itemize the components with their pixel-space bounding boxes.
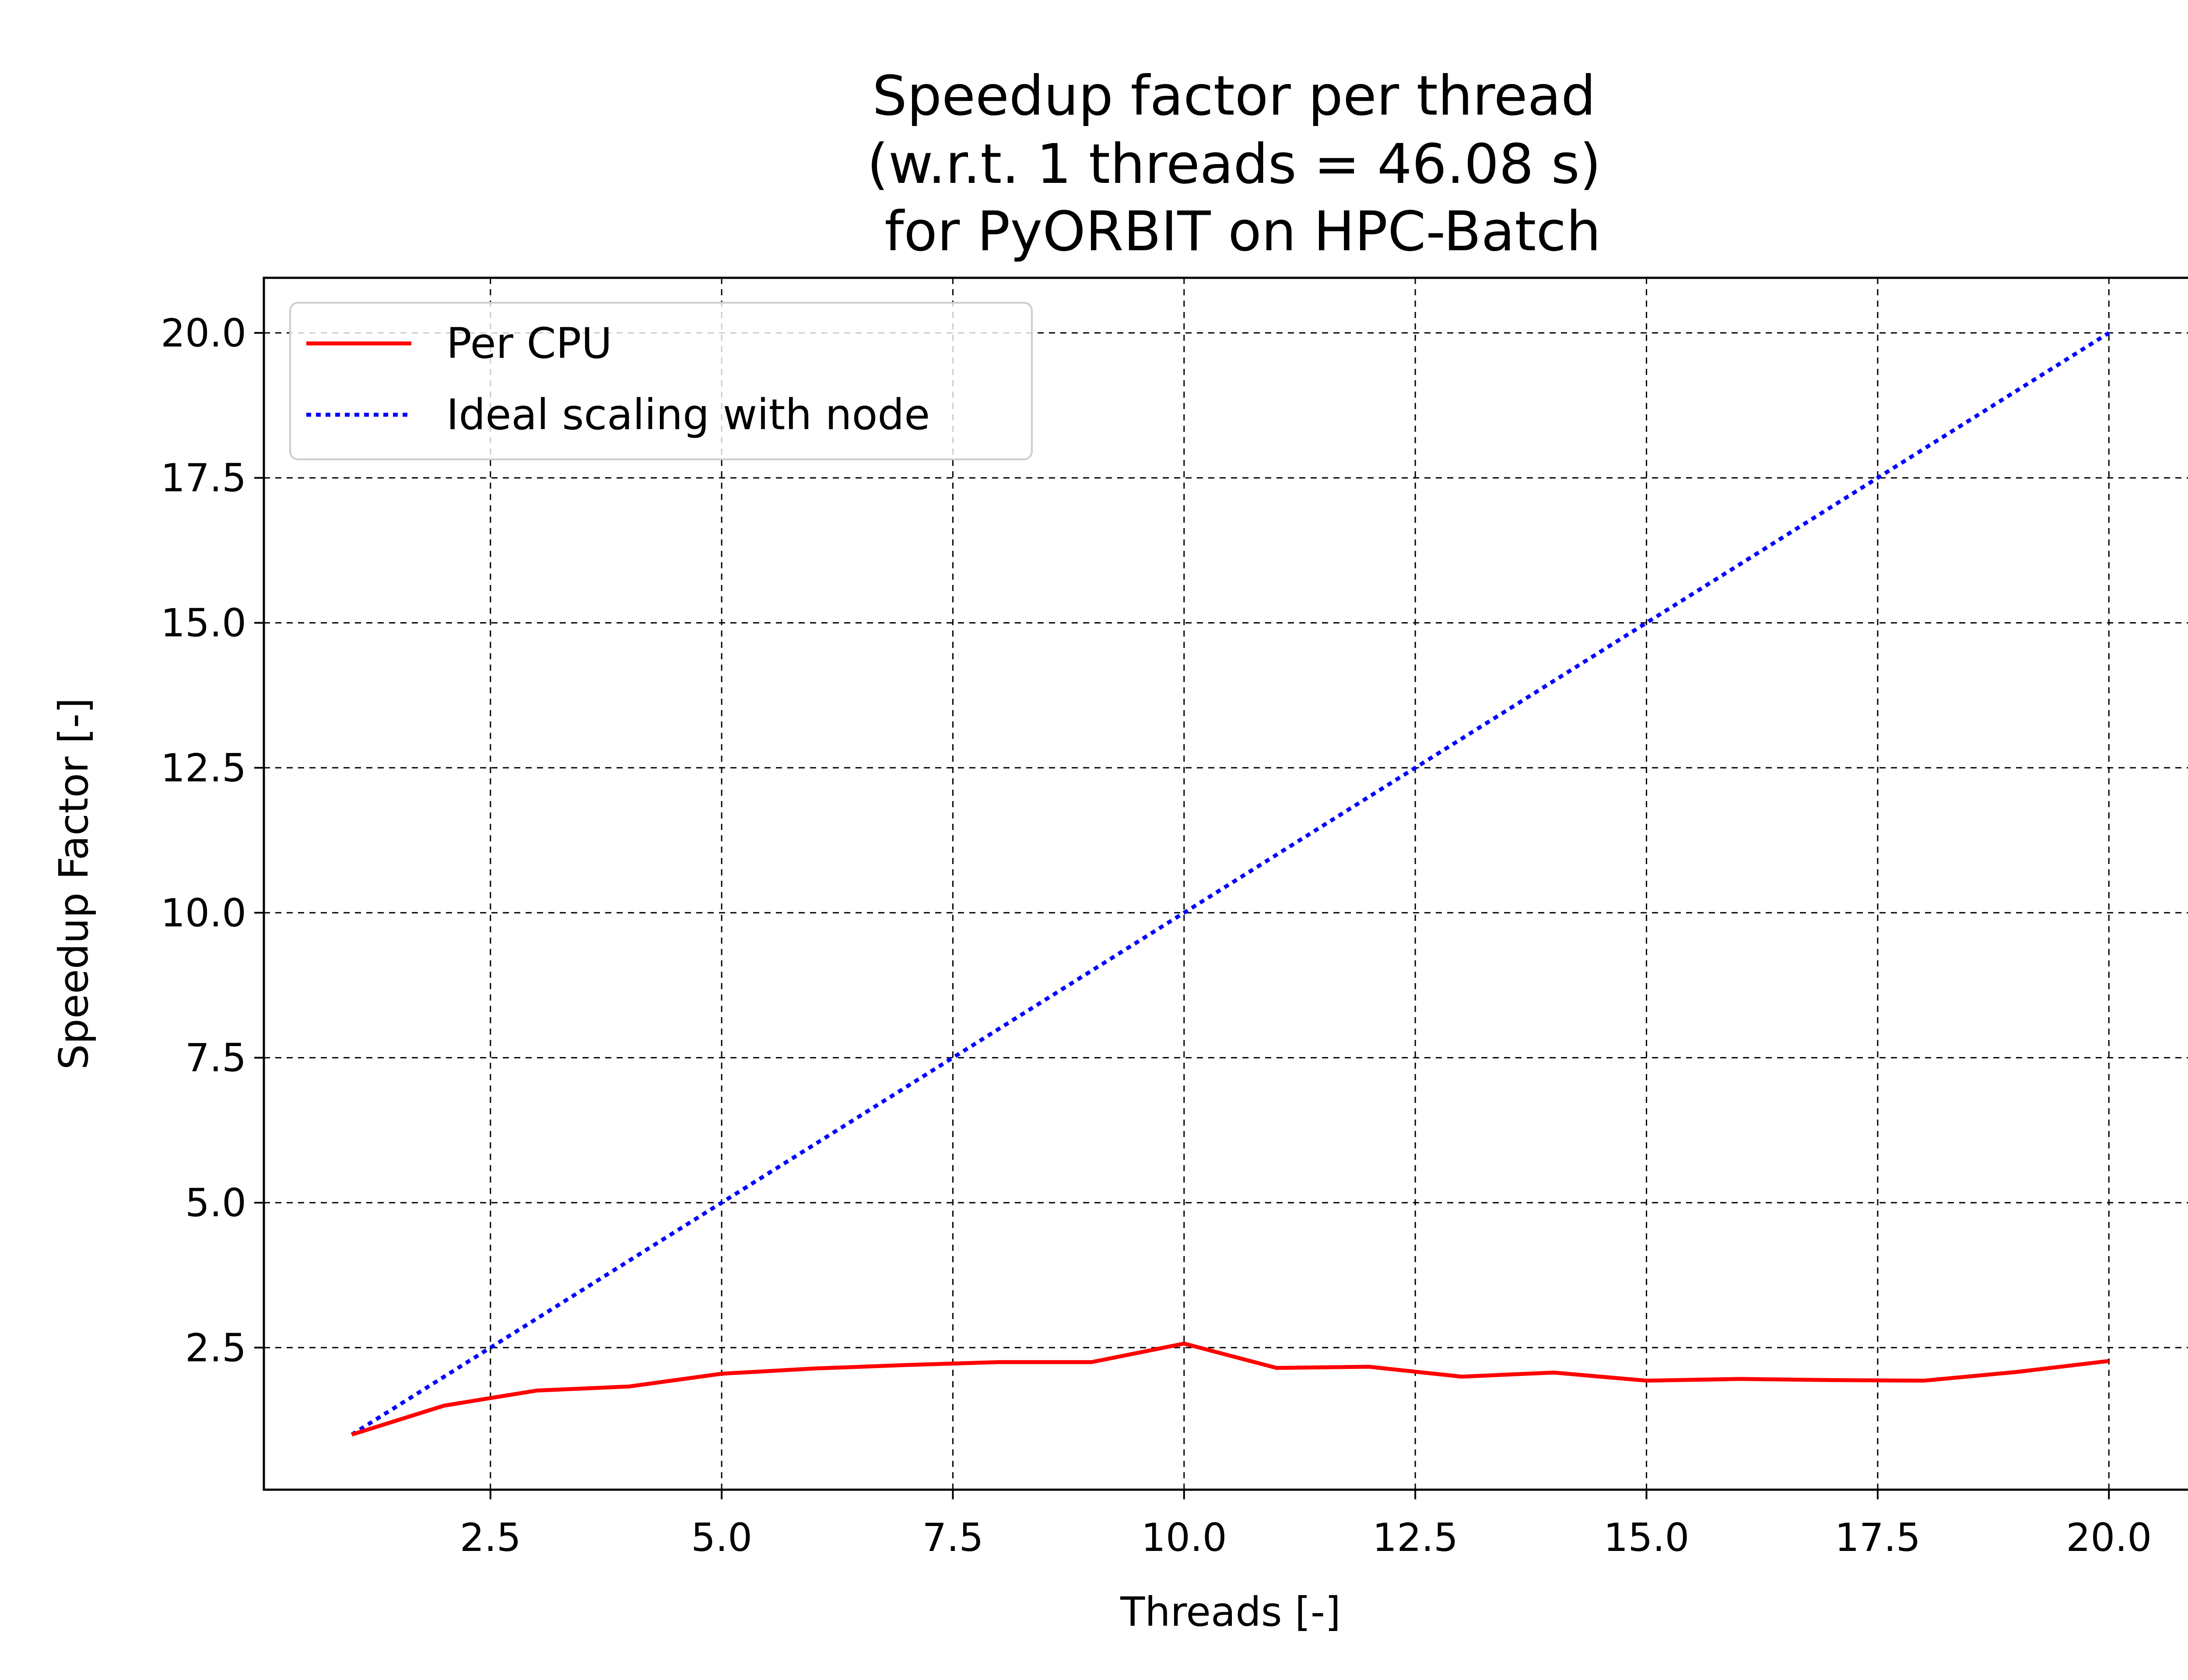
legend-label-per-cpu: Per CPU <box>446 319 612 368</box>
series-line-per-cpu <box>351 1341 2109 1437</box>
x-axis-label: Threads [-] <box>1120 1589 1341 1635</box>
x-tick-label: 7.5 <box>922 1515 984 1560</box>
y-tick-label: 20.0 <box>161 311 246 356</box>
chart-title-line-2: (w.r.t. 1 threads = 46.08 s) <box>867 133 1601 196</box>
x-tick-label: 10.0 <box>1141 1515 1227 1560</box>
y-tick-label: 5.0 <box>185 1180 246 1225</box>
y-tick-label: 12.5 <box>161 746 246 791</box>
legend: Per CPU Ideal scaling with node <box>289 302 1033 460</box>
legend-label-ideal-scaling: Ideal scaling with node <box>446 390 930 439</box>
x-tick-label: 17.5 <box>1835 1515 1921 1560</box>
x-tick-label: 15.0 <box>1604 1515 1690 1560</box>
y-tick-label: 10.0 <box>161 890 246 935</box>
y-axis-label: Speedup Factor [-] <box>50 698 97 1070</box>
y-tick-label: 7.5 <box>185 1036 246 1081</box>
y-tick-label: 2.5 <box>185 1325 246 1370</box>
y-tick-label: 17.5 <box>161 455 246 500</box>
plot-series <box>351 331 2110 1437</box>
x-tick-label: 12.5 <box>1372 1515 1458 1560</box>
legend-box <box>289 302 1033 460</box>
x-tick-label: 2.5 <box>460 1515 521 1560</box>
chart-title-line-3: for PyORBIT on HPC-Batch <box>867 200 1601 263</box>
x-tick-label: 5.0 <box>691 1515 752 1560</box>
x-tick-label: 20.0 <box>2066 1515 2152 1560</box>
chart-title-line-1: Speedup factor per thread <box>872 64 1595 128</box>
y-tick-label: 15.0 <box>161 601 246 646</box>
plot-frame <box>263 276 2188 1491</box>
grid-lines <box>264 278 2188 1490</box>
axis-ticks: 2.5 5.0 7.5 10.0 12.5 15.0 17.5 20.0 2.5 5.0 7.5 10… <box>161 311 2152 1560</box>
